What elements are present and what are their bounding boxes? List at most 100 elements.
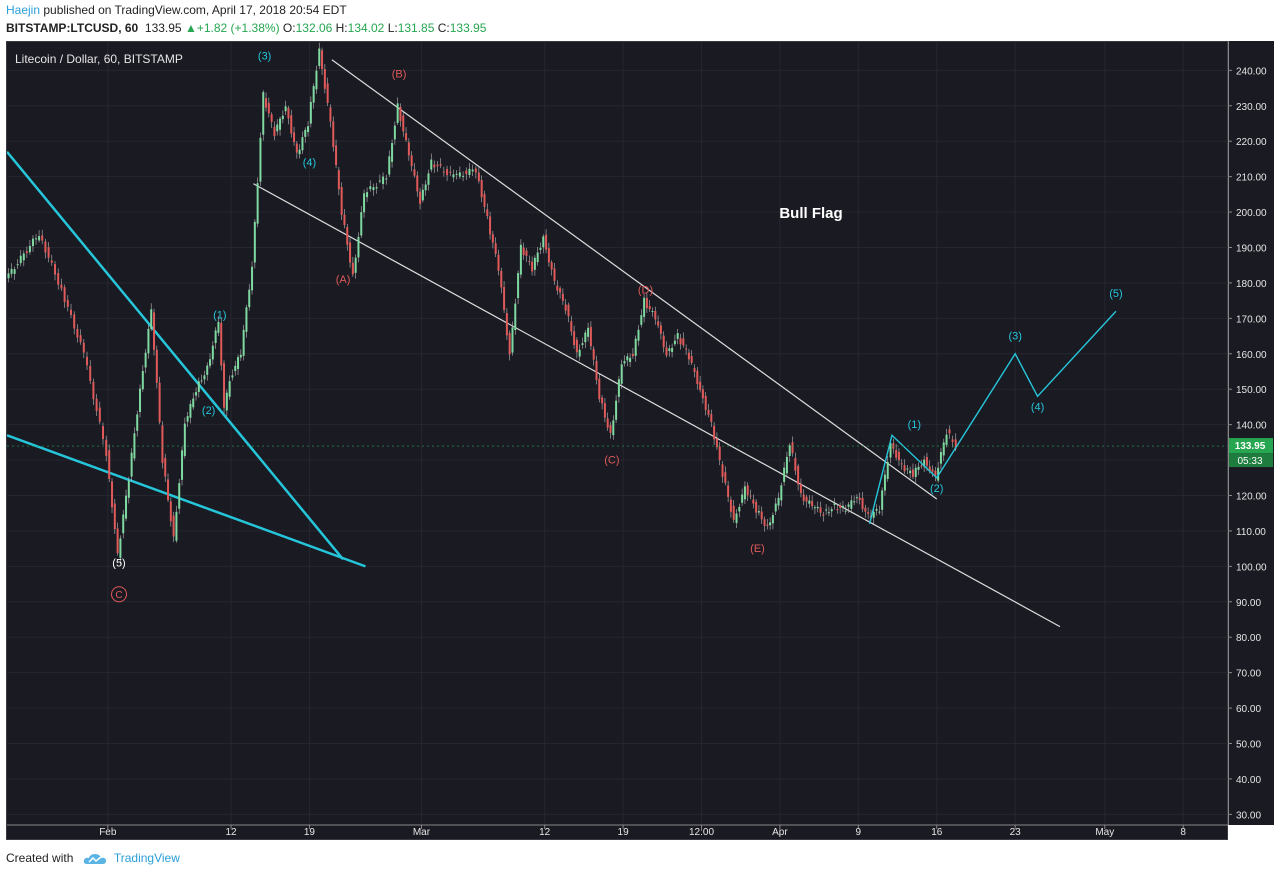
candle-body — [811, 501, 814, 507]
candle-body — [31, 238, 34, 247]
low-value: 131.85 — [397, 21, 435, 35]
candle-body — [626, 356, 629, 361]
candle-body — [704, 395, 707, 410]
candle-body — [369, 186, 372, 190]
candle-body — [54, 264, 57, 275]
candle-body — [164, 457, 167, 477]
candle-body — [945, 434, 948, 445]
candle-body — [290, 115, 293, 134]
publish-info: Haejin published on TradingView.com, Apr… — [6, 3, 347, 17]
candle-body — [343, 214, 346, 226]
price-axis[interactable] — [1228, 41, 1274, 825]
candle-body — [28, 245, 31, 253]
candle-body — [914, 467, 917, 477]
candle-body — [909, 470, 912, 474]
candle-body — [657, 321, 660, 326]
candle-body — [136, 414, 139, 431]
footer: Created with TradingView — [6, 851, 180, 865]
candle-body — [528, 261, 531, 263]
candle-body — [791, 442, 794, 454]
price-tick-label: 190.00 — [1236, 243, 1267, 254]
candle-body — [214, 330, 217, 344]
candle-body — [349, 242, 352, 263]
candle-body — [197, 381, 200, 392]
candle-body — [766, 524, 769, 526]
candle-body — [847, 504, 850, 507]
candle-body — [206, 365, 209, 375]
candle-body — [189, 403, 192, 418]
price-tick-label: 180.00 — [1236, 279, 1267, 290]
price-tick-label: 110.00 — [1236, 527, 1266, 538]
wave-label: (B) — [392, 68, 407, 80]
candle-body — [934, 470, 937, 476]
date-tick-label: May — [1095, 827, 1114, 838]
candle-body — [315, 70, 318, 90]
candle-body — [127, 480, 130, 498]
candle-body — [480, 180, 483, 198]
candle-body — [556, 285, 559, 291]
wave-label: (D) — [638, 285, 653, 297]
candle-body — [366, 192, 369, 198]
candle-body — [150, 309, 153, 330]
candle-body — [399, 106, 402, 121]
candle-body — [239, 354, 242, 358]
candle-body — [102, 426, 105, 440]
candle-body — [867, 512, 870, 514]
candle-body — [923, 459, 926, 467]
candle-body — [839, 505, 842, 508]
candle-body — [889, 443, 892, 458]
candle-body — [70, 309, 73, 315]
wave-label: (E) — [750, 543, 765, 555]
candle-body — [147, 328, 150, 354]
candle-body — [525, 250, 528, 256]
candle-body — [872, 511, 875, 518]
tradingview-link[interactable]: TradingView — [113, 851, 180, 865]
price-tick-label: 230.00 — [1236, 102, 1267, 113]
candle-body — [92, 381, 95, 400]
wave-label: (2) — [202, 405, 215, 417]
candle-body — [707, 409, 710, 415]
candle-body — [60, 284, 63, 289]
candle-body — [111, 481, 114, 508]
candle-body — [668, 348, 671, 351]
price-tick-label: 120.00 — [1236, 492, 1267, 503]
candle-body — [883, 474, 886, 491]
candle-body — [175, 511, 178, 541]
date-tick-label: 16 — [931, 827, 943, 838]
candle-body — [125, 495, 128, 519]
candle-body — [881, 490, 884, 510]
date-tick-label: 9 — [856, 827, 862, 838]
candle-body — [483, 193, 486, 207]
candle-body — [531, 261, 534, 272]
high-value: 134.02 — [347, 21, 385, 35]
candle-body — [536, 252, 539, 263]
candle-body — [223, 363, 226, 408]
candle-body — [439, 164, 442, 166]
candle-body — [245, 307, 248, 332]
candle-body — [248, 289, 251, 308]
candle-body — [446, 169, 449, 176]
candle-body — [494, 243, 497, 254]
candle-body — [357, 236, 360, 258]
candle-body — [570, 321, 573, 332]
candle-body — [937, 467, 940, 481]
candle-body — [659, 325, 662, 334]
candle-body — [743, 486, 746, 500]
candle-body — [391, 143, 394, 162]
price-tick-label: 140.00 — [1236, 421, 1267, 432]
candle-body — [458, 172, 461, 177]
candle-body — [433, 164, 436, 168]
chart-pane[interactable] — [6, 41, 1228, 840]
candle-body — [931, 469, 934, 472]
published-text: published on TradingView.com, April 17, … — [43, 3, 347, 17]
candle-body — [592, 348, 595, 360]
author-link[interactable]: Haejin — [6, 3, 41, 17]
candle-body — [486, 209, 489, 217]
current-price-tag — [1229, 438, 1273, 454]
low-label: L: — [387, 21, 398, 35]
candle-body — [76, 328, 79, 338]
candle-body — [116, 528, 119, 554]
wave-label: (1) — [213, 309, 226, 321]
candle-body — [337, 170, 340, 190]
